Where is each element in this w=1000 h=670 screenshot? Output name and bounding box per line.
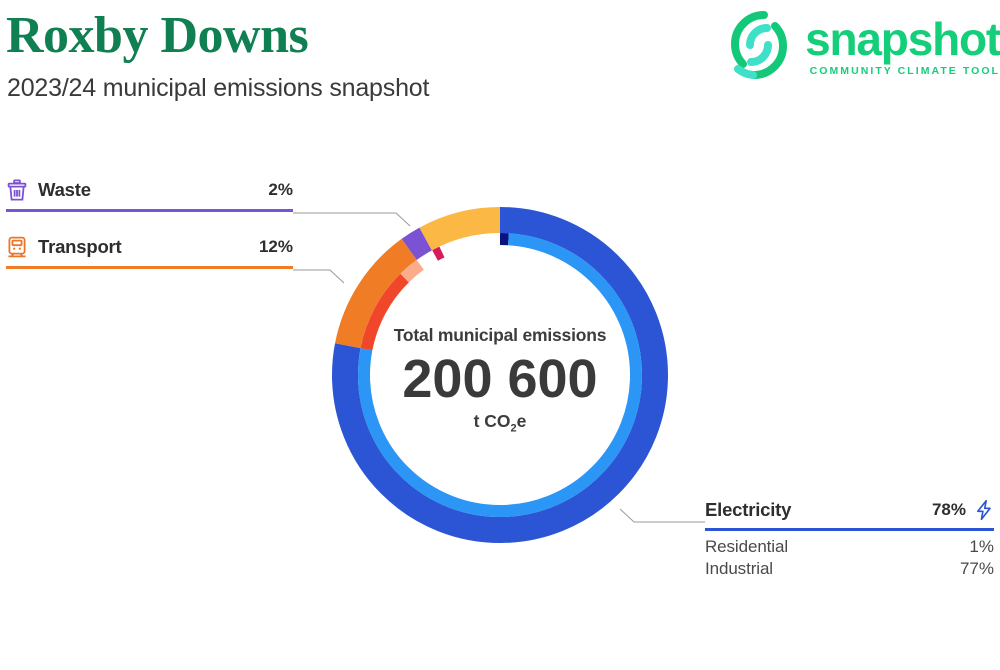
logo-wordmark: snapshot: [805, 13, 1000, 65]
logo-text-block: snapshot COMMUNITY CLIMATE TOOL: [805, 15, 1000, 77]
list-item: Residential 1%: [705, 536, 994, 558]
trash-bin-icon: [7, 179, 27, 201]
sub-item-percent: 1%: [969, 537, 994, 556]
leader-line-waste: [293, 212, 411, 227]
callout-electricity[interactable]: Electricity 78% Residential 1% Industria…: [705, 499, 994, 580]
logo-tagline: COMMUNITY CLIMATE TOOL: [809, 65, 1000, 77]
snapshot-logo: snapshot COMMUNITY CLIMATE TOOL: [723, 4, 1000, 86]
callout-waste-label: Waste: [38, 179, 91, 200]
callout-electricity-label: Electricity: [705, 499, 792, 520]
sub-item-label: Industrial: [705, 559, 773, 578]
callout-transport[interactable]: Transport 12%: [6, 235, 293, 269]
list-item: Industrial 77%: [705, 558, 994, 580]
callout-electricity-head: Electricity 78%: [705, 499, 994, 521]
sub-item-percent: 77%: [959, 559, 994, 578]
callout-transport-bar: [6, 266, 293, 269]
page-subtitle: 2023/24 municipal emissions snapshot: [7, 74, 430, 102]
unit-prefix: t CO: [473, 411, 511, 431]
page-title: Roxby Downs: [6, 7, 309, 64]
callout-electricity-bar: [705, 528, 994, 531]
callout-transport-head: Transport 12%: [6, 235, 293, 259]
snapshot-swirl-logo-icon: [731, 11, 788, 79]
donut-center-label: Total municipal emissions: [393, 325, 607, 345]
leader-line-electricity: [619, 508, 705, 523]
callout-waste-bar: [6, 209, 293, 212]
callout-waste[interactable]: Waste 2%: [6, 178, 293, 212]
unit-subscript: 2: [510, 422, 517, 435]
train-icon: [8, 236, 26, 258]
callout-waste-bar-fill: [6, 209, 293, 212]
leader-line-transport: [293, 269, 345, 284]
unit-suffix: e: [516, 411, 527, 431]
donut-center-unit: t CO2e: [375, 411, 625, 435]
callout-transport-label: Transport: [38, 236, 122, 257]
lightning-bolt-icon: [977, 499, 991, 521]
electricity-sub-list: Residential 1% Industrial 77%: [705, 536, 994, 580]
callout-electricity-bar-fill: [705, 528, 994, 531]
donut-center-value: 200 600: [402, 349, 598, 409]
callout-transport-percent: 12%: [258, 237, 293, 256]
donut-center-text: Total municipal emissions 200 600 t CO2e: [375, 325, 625, 435]
callout-transport-bar-fill: [6, 266, 293, 269]
callout-waste-percent: 2%: [268, 180, 293, 199]
callout-electricity-percent: 78%: [931, 500, 966, 519]
sub-item-label: Residential: [705, 537, 789, 556]
callout-waste-head: Waste 2%: [6, 178, 293, 202]
